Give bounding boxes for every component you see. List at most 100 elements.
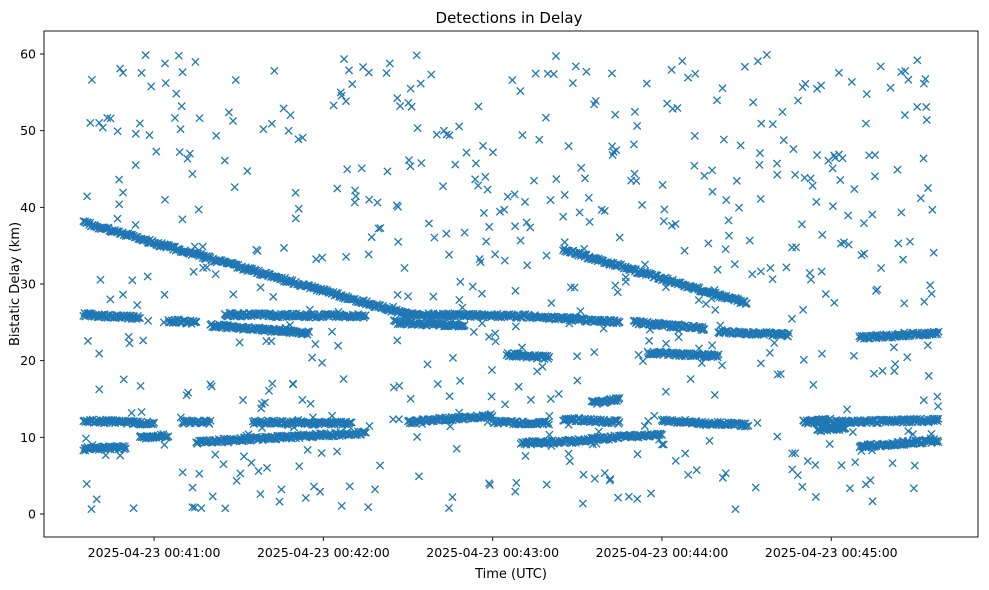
data-point <box>792 243 801 252</box>
data-point <box>564 420 573 429</box>
data-point <box>861 119 871 128</box>
data-point <box>514 382 523 391</box>
data-point <box>547 299 556 308</box>
data-point <box>305 327 314 336</box>
data-point <box>772 159 782 168</box>
data-point <box>370 485 380 494</box>
data-point <box>178 68 187 77</box>
data-point <box>724 216 733 225</box>
y-tick-label: 0 <box>28 507 36 522</box>
data-point <box>542 251 551 260</box>
data-point <box>878 366 887 375</box>
data-point <box>934 327 943 336</box>
data-point <box>433 379 442 389</box>
data-point <box>511 322 520 331</box>
data-point <box>776 369 785 378</box>
data-point <box>317 448 326 458</box>
data-point <box>755 160 764 169</box>
data-point <box>125 339 134 348</box>
data-point <box>721 245 730 254</box>
data-point <box>916 194 925 203</box>
data-point <box>751 483 760 492</box>
data-point <box>229 290 238 299</box>
data-point <box>791 449 800 458</box>
data-point <box>805 268 814 278</box>
data-point <box>298 133 307 142</box>
data-point <box>131 220 140 229</box>
data-point <box>393 94 402 103</box>
data-point <box>611 281 620 290</box>
data-point <box>139 336 148 345</box>
data-point <box>579 470 588 479</box>
data-point <box>806 275 815 284</box>
data-point <box>531 69 540 78</box>
data-point <box>831 153 840 162</box>
data-point <box>339 374 348 384</box>
data-point <box>92 495 101 504</box>
data-point <box>438 182 448 191</box>
data-point <box>159 318 168 327</box>
data-point <box>564 449 573 458</box>
data-point <box>432 130 441 139</box>
data-point <box>394 415 403 424</box>
data-point <box>718 84 727 93</box>
data-point <box>267 119 276 128</box>
data-point <box>361 311 370 320</box>
data-point <box>608 150 617 160</box>
data-point <box>755 148 765 158</box>
data-point <box>521 451 530 461</box>
data-point <box>113 127 122 136</box>
data-point <box>367 233 376 242</box>
data-point <box>631 266 640 276</box>
data-point <box>232 476 241 485</box>
data-point <box>350 198 359 207</box>
data-point <box>748 270 757 279</box>
data-point <box>634 350 643 359</box>
data-point <box>291 214 300 223</box>
data-point <box>799 355 808 364</box>
data-point <box>257 423 267 432</box>
data-point <box>190 242 199 251</box>
data-point <box>365 195 374 204</box>
data-point <box>629 140 638 149</box>
data-point <box>136 381 145 390</box>
data-point <box>814 416 823 425</box>
data-point <box>924 183 933 193</box>
data-point <box>877 264 886 273</box>
data-point <box>254 467 263 476</box>
data-point <box>327 327 337 336</box>
data-point <box>691 69 700 78</box>
data-point <box>428 312 437 321</box>
data-point <box>844 211 853 220</box>
data-point <box>545 430 554 439</box>
data-point <box>590 474 599 483</box>
data-point <box>135 119 144 128</box>
data-point <box>445 392 454 401</box>
data-point <box>364 250 373 259</box>
data-point <box>229 116 238 125</box>
data-point <box>294 204 303 213</box>
data-point <box>712 96 722 105</box>
data-point <box>101 451 110 460</box>
data-point <box>147 82 156 91</box>
data-point <box>405 416 414 425</box>
data-point <box>495 207 505 216</box>
data-point <box>333 184 342 193</box>
data-point <box>95 118 104 127</box>
data-point <box>318 358 327 367</box>
y-tick-label: 10 <box>20 430 36 445</box>
data-point <box>152 147 161 156</box>
data-point <box>684 470 693 479</box>
data-point <box>615 393 624 402</box>
data-point <box>701 299 711 309</box>
data-point <box>446 422 455 431</box>
data-point <box>932 414 941 423</box>
data-point <box>150 418 159 427</box>
data-point <box>404 292 413 301</box>
data-point <box>526 395 535 404</box>
data-point <box>908 430 917 439</box>
data-point <box>471 159 480 168</box>
x-tick-label: 2025-04-23 00:42:00 <box>257 545 390 560</box>
data-point <box>590 100 599 109</box>
